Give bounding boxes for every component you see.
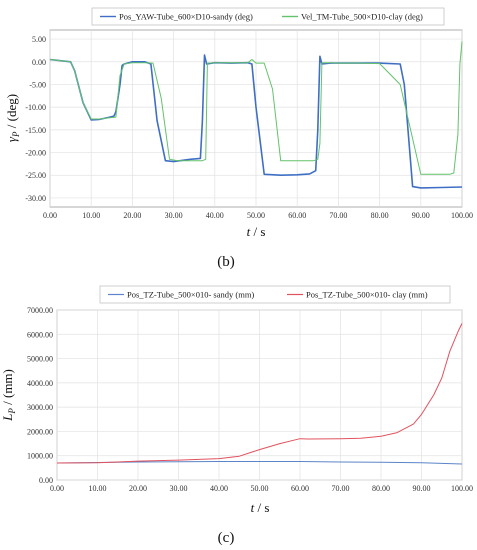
x-ticks-top: 0.00 10.00 20.00 30.00 40.00 50.00 60.00 70.00 8…: [43, 211, 473, 220]
x-axis-label-top: t / s: [247, 224, 266, 239]
y-axis-label-top-main: γ: [4, 136, 19, 142]
x-tick-label-1-8: 80.00: [372, 484, 390, 493]
x-tick-label-0-2: 20.00: [123, 211, 141, 220]
x-tick-label-1-10: 100.00: [451, 484, 473, 493]
x-axis-label-bottom-var: t: [251, 500, 255, 515]
legend-label-top-1: Vel_TM-Tube_500×D10-clay (deg): [301, 12, 423, 22]
x-axis-label-bottom-unit: / s: [254, 500, 269, 515]
y-tick-label-1-7: 0.00: [39, 476, 53, 485]
y-axis-label-bottom-main: L: [0, 414, 15, 422]
x-tick-label-1-1: 10.00: [89, 484, 107, 493]
y-tick-label-1-3: 4000.00: [27, 379, 53, 388]
x-tick-label-0-8: 80.00: [371, 211, 389, 220]
x-tick-label-0-3: 30.00: [165, 211, 183, 220]
y-axis-label-top-rest: / (deg): [4, 94, 19, 132]
legend-box-top: [91, 7, 445, 26]
y-tick-label-1-0: 7000.00: [27, 306, 53, 315]
x-tick-label-1-9: 90.00: [413, 484, 431, 493]
series-bottom: [56, 323, 463, 465]
y-tick-label-1-2: 5000.00: [27, 355, 53, 364]
y-tick-label-1-1: 6000.00: [27, 330, 53, 339]
x-axis-label-top-var: t: [247, 224, 251, 239]
panel-label-c: (c): [218, 530, 235, 546]
x-tick-label-1-0: 0.00: [50, 484, 64, 493]
series-line-1-1: [56, 323, 463, 464]
y-tick-label-0-7: -30.00: [25, 194, 46, 203]
y-tick-label-0-5: -20.00: [25, 149, 46, 158]
y-tick-label-0-6: -25.00: [25, 171, 46, 180]
chart-bottom: 7000.00 6000.00 5000.00 4000.00 3000.00 2000.…: [0, 285, 473, 546]
y-tick-label-1-4: 3000.00: [27, 403, 53, 412]
x-tick-label-0-4: 40.00: [206, 211, 224, 220]
y-tick-label-1-6: 1000.00: [27, 452, 53, 461]
legend-label-top-0: Pos_YAW-Tube_600×D10-sandy (deg): [119, 12, 253, 22]
y-tick-label-0-2: -5.00: [29, 80, 46, 89]
x-tick-label-1-2: 20.00: [129, 484, 147, 493]
legend-label-bottom-0: Pos_TZ-Tube_500×010- sandy (mm): [127, 290, 254, 300]
y-tick-label-0-0: 5.00: [32, 35, 46, 44]
chart-top: 5.00 0.00 -5.00 -10.00 -15.00 -20.00 -25.00 -30…: [4, 7, 473, 270]
x-tick-label-1-6: 60.00: [291, 484, 309, 493]
x-tick-label-1-5: 50.00: [251, 484, 269, 493]
x-tick-label-0-9: 90.00: [412, 211, 430, 220]
y-tick-label-0-1: 0.00: [32, 58, 46, 67]
legend-top: Pos_YAW-Tube_600×D10-sandy (deg) Vel_TM-…: [91, 7, 445, 26]
y-axis-label-bottom-sub: P: [7, 408, 17, 415]
x-tick-label-1-3: 30.00: [170, 484, 188, 493]
y-tick-label-0-4: -15.00: [25, 126, 46, 135]
panel-label-b: (b): [217, 254, 235, 270]
x-tick-label-1-4: 40.00: [210, 484, 228, 493]
x-tick-label-0-5: 50.00: [247, 211, 265, 220]
y-ticks-top: 5.00 0.00 -5.00 -10.00 -15.00 -20.00 -25.00 -30…: [25, 35, 46, 203]
y-tick-label-1-5: 2000.00: [27, 427, 53, 436]
y-axis-label-bottom: LP / (mm): [0, 369, 17, 422]
series-top: [49, 41, 463, 189]
y-ticks-bottom: 7000.00 6000.00 5000.00 4000.00 3000.00 2000.…: [27, 306, 53, 485]
y-axis-label-top: γP / (deg): [4, 94, 21, 142]
grid-bottom: [56, 309, 463, 481]
x-tick-label-0-1: 10.00: [82, 211, 100, 220]
y-axis-label-top-sub: P: [11, 131, 21, 138]
x-tick-label-0-7: 70.00: [329, 211, 347, 220]
x-tick-label-0-6: 60.00: [288, 211, 306, 220]
y-axis-label-bottom-rest: / (mm): [0, 369, 15, 408]
y-tick-label-0-3: -10.00: [25, 103, 46, 112]
x-tick-label-0-0: 0.00: [43, 211, 57, 220]
x-tick-label-0-10: 100.00: [451, 211, 473, 220]
x-ticks-bottom: 0.00 10.00 20.00 30.00 40.00 50.00 60.00 70.00 8…: [50, 484, 473, 493]
x-tick-label-1-7: 70.00: [332, 484, 350, 493]
legend-label-bottom-1: Pos_TZ-Tube_500×010- clay (mm): [306, 290, 428, 300]
series-line-0-1: [49, 41, 463, 175]
x-axis-label-bottom: t / s: [251, 500, 270, 515]
x-axis-label-top-unit: / s: [250, 224, 265, 239]
legend-box-bottom: [99, 285, 451, 304]
legend-bottom: Pos_TZ-Tube_500×010- sandy (mm) Pos_TZ-T…: [99, 285, 451, 304]
